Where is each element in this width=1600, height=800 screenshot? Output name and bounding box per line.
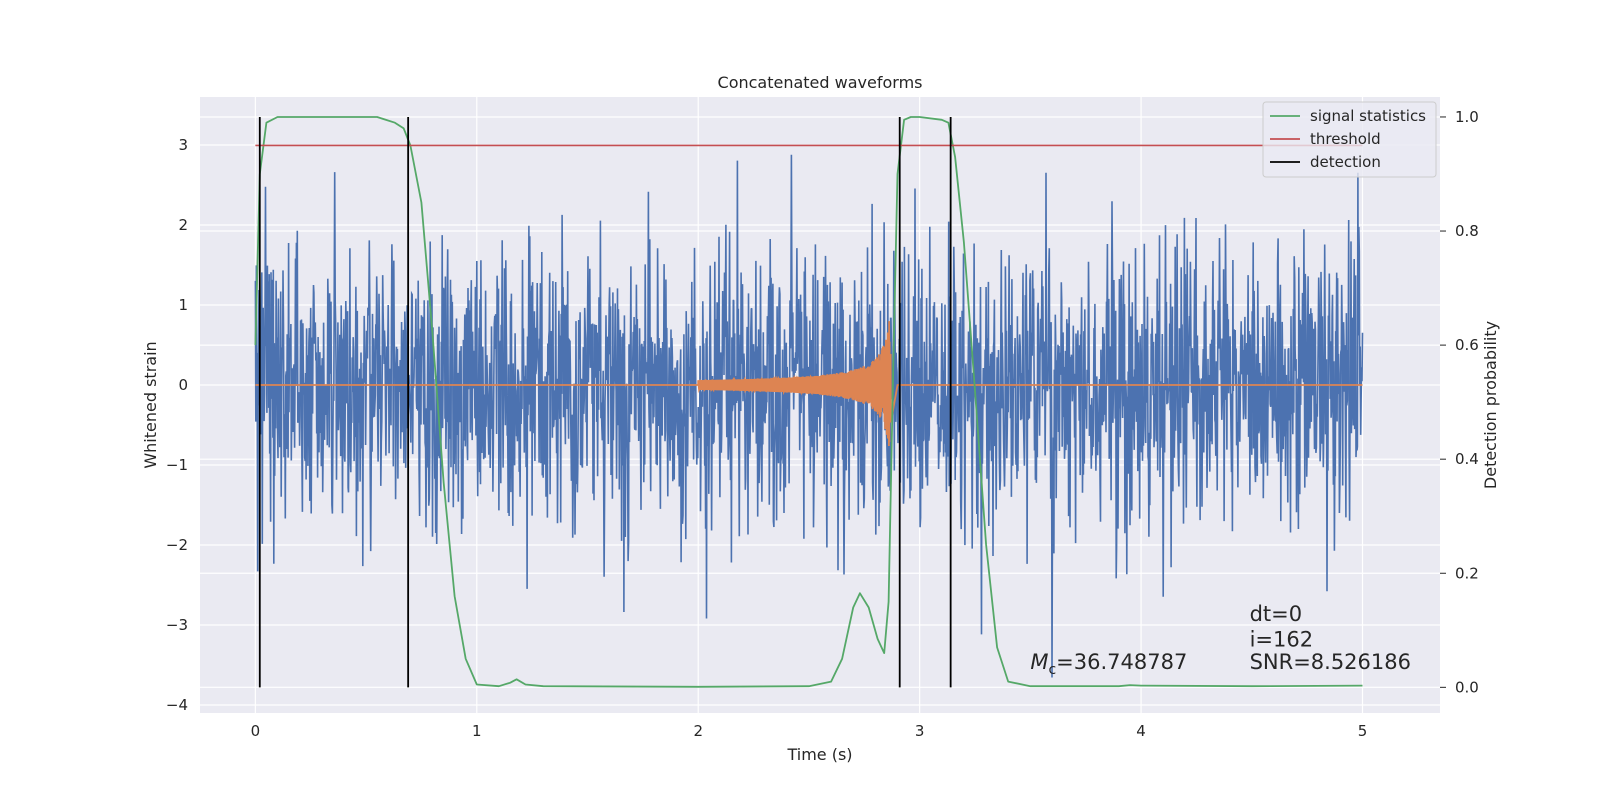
x-tick-label: 4 — [1136, 722, 1146, 740]
annotation-dt: dt=0 — [1250, 602, 1303, 626]
strain-noise-line — [254, 154, 1364, 678]
legend: signal statistics threshold detection — [1262, 101, 1437, 178]
mc-symbol: M — [1030, 650, 1048, 674]
x-tick-label: 0 — [251, 722, 261, 740]
tick-labels: 0 1 2 3 4 5 3 2 1 0 −1 −2 −3 −4 1.0 0.8 0.6 0.4 0.2 0.0 — [166, 108, 1479, 740]
chirp-waveform-line — [255, 321, 1363, 446]
x-tick-label: 2 — [693, 722, 703, 740]
y-tick-label: −2 — [166, 536, 188, 554]
legend-label-threshold: threshold — [1310, 130, 1381, 148]
y-tick-label: −3 — [166, 616, 188, 634]
series-layer — [254, 116, 1364, 688]
y2-tick-label: 0.2 — [1455, 564, 1479, 582]
y-tick-label: 3 — [178, 136, 188, 154]
y-tick-label: 0 — [178, 376, 188, 394]
y2-tick-label: 0.0 — [1455, 678, 1479, 696]
chart-title: Concatenated waveforms — [718, 73, 923, 92]
legend-label-signal-statistics: signal statistics — [1310, 107, 1426, 125]
y-tick-label: 1 — [178, 296, 188, 314]
annotation-chirp-mass: Mc=36.748787 — [1030, 650, 1187, 678]
y2-tick-label: 0.6 — [1455, 336, 1479, 354]
y-axis-label: Whitened strain — [141, 341, 160, 468]
x-tick-label: 1 — [472, 722, 482, 740]
x-axis-label: Time (s) — [786, 745, 852, 764]
y2-axis-label: Detection probability — [1481, 321, 1500, 489]
legend-box — [1262, 101, 1437, 178]
annotation-index: i=162 — [1250, 628, 1314, 652]
x-tick-label: 5 — [1358, 722, 1368, 740]
y-tick-label: −4 — [166, 696, 188, 714]
y2-tick-label: 0.8 — [1455, 222, 1479, 240]
y2-tick-label: 0.4 — [1455, 450, 1479, 468]
legend-label-detection: detection — [1310, 153, 1381, 171]
mc-subscript: c — [1048, 662, 1056, 678]
annotation-snr: SNR=8.526186 — [1250, 650, 1411, 674]
annotations: Mc=36.748787 dt=0 i=162 SNR=8.526186 — [1030, 602, 1411, 678]
y-tick-label: 2 — [178, 216, 188, 234]
mc-value: =36.748787 — [1056, 650, 1187, 674]
y-tick-label: −1 — [166, 456, 188, 474]
x-tick-label: 3 — [915, 722, 925, 740]
y2-tick-label: 1.0 — [1455, 108, 1479, 126]
